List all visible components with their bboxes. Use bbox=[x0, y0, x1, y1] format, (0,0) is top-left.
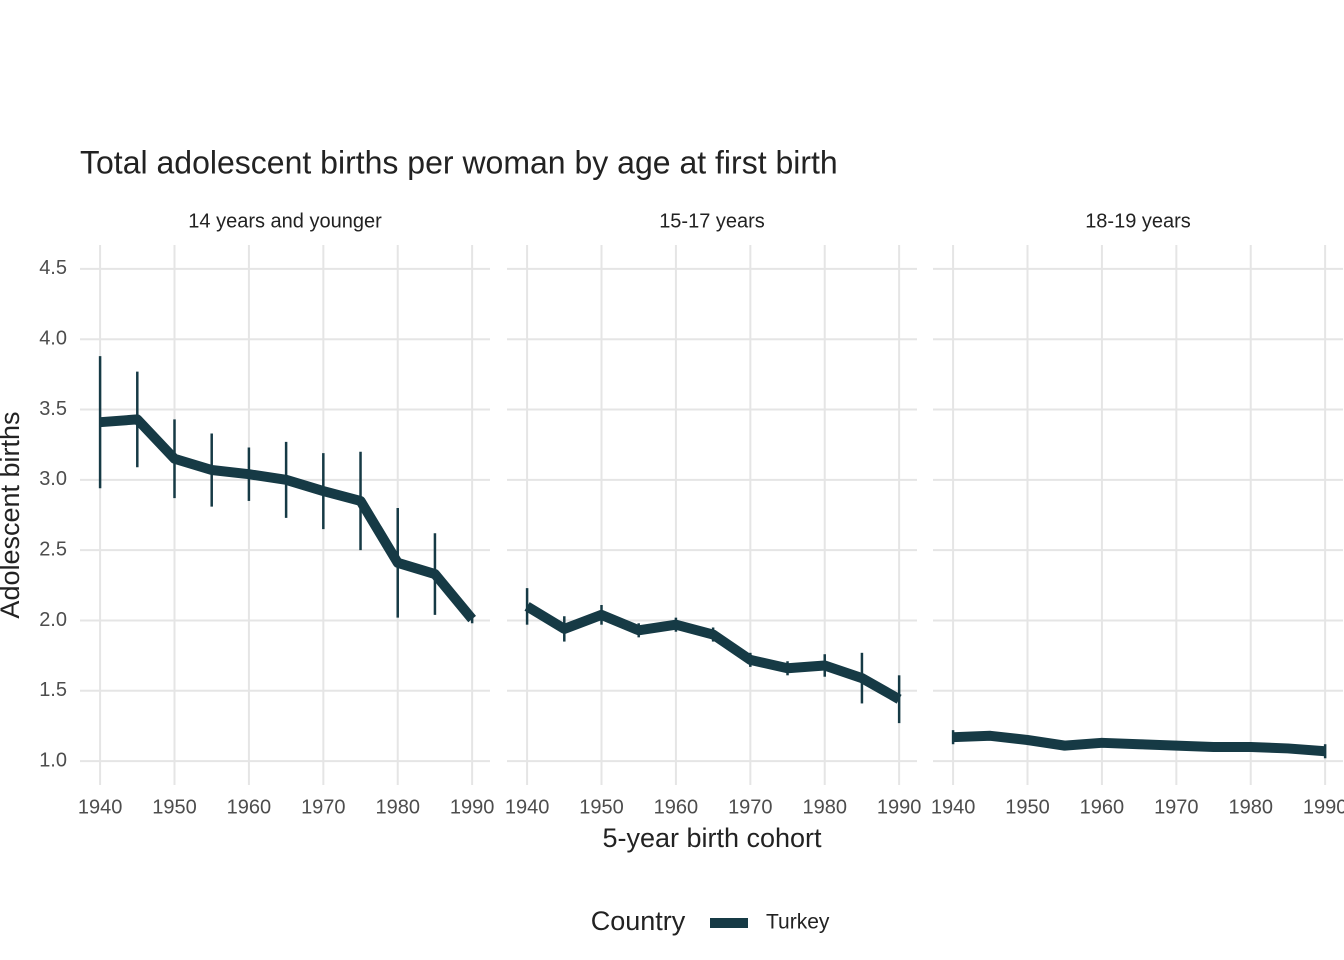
facet-title: 14 years and younger bbox=[188, 210, 382, 232]
x-tick-label: 1980 bbox=[802, 796, 847, 818]
y-axis-title: Adolescent births bbox=[0, 411, 25, 618]
y-tick-label: 4.5 bbox=[39, 257, 67, 279]
y-tick-label: 3.0 bbox=[39, 468, 67, 490]
line bbox=[952, 730, 1326, 757]
x-tick-label: 1950 bbox=[1005, 796, 1050, 818]
legend-title: Country bbox=[591, 906, 686, 936]
line bbox=[524, 602, 902, 704]
y-tick-label: 3.5 bbox=[39, 398, 67, 420]
x-tick-label: 1980 bbox=[375, 796, 420, 818]
x-tick-label: 1970 bbox=[1154, 796, 1199, 818]
x-tick-label: 1940 bbox=[505, 796, 550, 818]
x-tick-label: 1940 bbox=[931, 796, 976, 818]
x-tick-label: 1960 bbox=[227, 796, 272, 818]
x-axis-title: 5-year birth cohort bbox=[602, 823, 822, 853]
x-tick-label: 1950 bbox=[152, 796, 197, 818]
x-tick-label: 1980 bbox=[1228, 796, 1273, 818]
x-tick-label: 1960 bbox=[1080, 796, 1125, 818]
x-tick-label: 1970 bbox=[728, 796, 773, 818]
chart-title: Total adolescent births per woman by age… bbox=[80, 144, 838, 180]
y-tick-label: 1.5 bbox=[39, 679, 67, 701]
x-tick-label: 1990 bbox=[877, 796, 922, 818]
legend-label: Turkey bbox=[766, 911, 830, 934]
facet-title: 15-17 years bbox=[659, 210, 765, 232]
y-tick-label: 1.0 bbox=[39, 749, 67, 771]
x-tick-label: 1970 bbox=[301, 796, 346, 818]
x-tick-label: 1990 bbox=[450, 796, 495, 818]
y-tick-label: 2.5 bbox=[39, 538, 67, 560]
y-tick-label: 2.0 bbox=[39, 609, 67, 631]
facet-title: 18-19 years bbox=[1085, 210, 1191, 232]
x-tick-label: 1950 bbox=[579, 796, 624, 818]
x-tick-label: 1940 bbox=[78, 796, 123, 818]
x-tick-label: 1990 bbox=[1303, 796, 1344, 818]
x-tick-label: 1960 bbox=[654, 796, 699, 818]
y-tick-label: 4.0 bbox=[39, 328, 67, 350]
line bbox=[99, 414, 476, 623]
